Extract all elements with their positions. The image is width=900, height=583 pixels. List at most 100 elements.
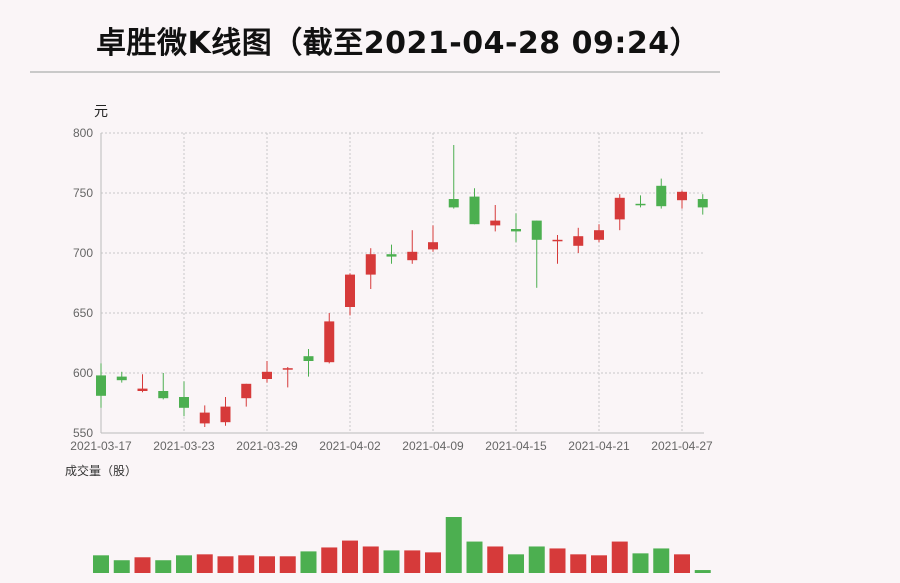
axes: [100, 133, 704, 434]
candle: [531, 220, 542, 288]
y-tick-label: 700: [73, 246, 93, 260]
volume-bar: [445, 517, 462, 573]
candle: [262, 361, 272, 383]
volume-bar: [155, 560, 172, 573]
candle: [282, 367, 293, 388]
volume-bar: [487, 546, 504, 573]
candle: [614, 194, 625, 231]
y-tick-label: 650: [73, 306, 93, 320]
candle-body: [490, 220, 501, 226]
candle-body: [220, 406, 231, 423]
candle: [365, 248, 376, 289]
candle-body: [365, 254, 376, 275]
candle: [407, 230, 418, 264]
candle-body: [594, 230, 604, 240]
volume-bar: [176, 555, 192, 573]
candle: [428, 225, 438, 252]
candle-body: [386, 254, 397, 257]
candle-body: [614, 197, 625, 220]
candle-body: [697, 199, 708, 208]
candle: [220, 397, 231, 426]
volume-bar: [321, 547, 338, 573]
candle: [552, 235, 563, 264]
y-tick-label: 800: [73, 126, 93, 140]
volume-bar: [383, 550, 400, 573]
candle-body: [116, 376, 127, 381]
candle: [511, 213, 521, 243]
x-tick-label: 2021-03-29: [236, 439, 298, 453]
volume-bar: [549, 548, 566, 573]
candle: [573, 227, 584, 253]
x-tick-label: 2021-04-15: [485, 439, 547, 453]
candles: [96, 145, 708, 427]
candle: [469, 188, 480, 225]
x-tick-label: 2021-04-27: [651, 439, 713, 453]
x-tick-label: 2021-04-02: [319, 439, 381, 453]
volume-bar: [694, 570, 711, 573]
grid-lines: [100, 132, 704, 433]
candle-body: [448, 199, 459, 208]
candle-body: [573, 236, 584, 246]
x-axis-ticks: 2021-03-17 2021-03-23 2021-03-29 2021-04-02…: [70, 439, 713, 453]
volume-bar: [528, 546, 545, 573]
candle: [96, 363, 106, 408]
volume-bar: [300, 551, 317, 573]
candle: [697, 194, 708, 215]
candle: [199, 405, 210, 427]
candle-body: [137, 388, 148, 391]
candle-body: [262, 371, 272, 379]
volume-label: 成交量（股）: [65, 463, 137, 478]
candle: [677, 190, 687, 209]
candle: [303, 349, 314, 377]
y-tick-label: 600: [73, 366, 93, 380]
candle-body: [552, 239, 563, 242]
title-divider: [30, 71, 720, 73]
volume-bar: [632, 553, 649, 573]
volume-bar: [508, 554, 524, 573]
candle-body: [428, 242, 438, 250]
candle-body: [469, 196, 480, 225]
candle-body: [635, 203, 646, 206]
page-title: 卓胜微K线图（截至2021-04-28 09:24）: [96, 26, 701, 61]
x-tick-label: 2021-04-21: [568, 439, 630, 453]
volume-bar: [134, 557, 151, 573]
volume-bar: [674, 554, 690, 573]
volume-bar: [466, 541, 483, 573]
volume-bar: [238, 555, 255, 573]
candle-body: [96, 375, 106, 396]
candle: [656, 178, 667, 209]
candle: [635, 195, 646, 208]
candle-body: [303, 356, 314, 361]
volume-bar: [362, 546, 379, 573]
candle-body: [241, 383, 252, 399]
candle-body: [158, 391, 169, 399]
candle-body: [531, 220, 542, 240]
volume-bar: [279, 556, 296, 573]
x-tick-label: 2021-03-23: [153, 439, 215, 453]
x-tick-label: 2021-03-17: [70, 439, 132, 453]
candle-body: [199, 412, 210, 424]
candle: [448, 145, 459, 209]
volume-bar: [425, 552, 441, 573]
volume-bar: [259, 556, 275, 573]
y-unit-label: 元: [94, 104, 108, 120]
candle-body: [511, 229, 521, 232]
candle: [490, 205, 501, 232]
volume-bar: [611, 541, 628, 573]
y-axis-ticks: 800 750 700 650 600 550: [73, 126, 93, 440]
candle-body: [324, 321, 335, 363]
candle-body: [407, 251, 418, 261]
candle: [116, 371, 127, 383]
candle: [158, 373, 169, 400]
candle-body: [656, 185, 667, 207]
volume-bar: [591, 555, 607, 573]
y-tick-label: 550: [73, 426, 93, 440]
candle: [179, 381, 189, 417]
volume-bar: [196, 554, 213, 573]
volume-bar: [342, 540, 358, 573]
volume-bar: [113, 560, 130, 573]
candle: [241, 383, 252, 407]
y-tick-label: 750: [73, 186, 93, 200]
volume-bars: [93, 517, 711, 573]
